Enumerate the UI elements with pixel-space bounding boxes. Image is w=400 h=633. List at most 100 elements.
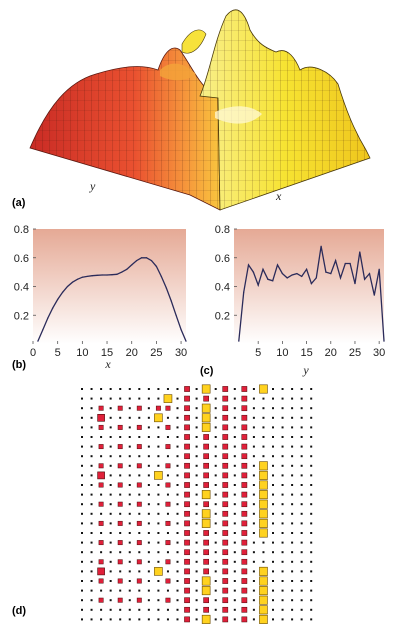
grid-dot [81,388,83,390]
red-cell [222,443,229,450]
red-cell [222,606,229,613]
grid-dot [252,570,255,573]
grid-dot [281,512,284,515]
red-cell [184,453,190,460]
grid-dot [128,484,131,486]
grid-dot [166,589,169,592]
grid-dot [300,608,303,611]
grid-dot [214,445,217,448]
grid-dot [195,493,198,496]
red-cell [222,395,229,402]
grid-dot [109,512,112,515]
red-cell [241,424,248,431]
grid-dot [157,580,160,582]
y-tick-label: 0.6 [14,253,29,265]
grid-dot [100,512,103,515]
grid-dot [233,512,236,515]
grid-dot [291,416,294,419]
grid-dot [310,589,313,592]
grid-dot [90,560,93,563]
grid-dot [281,618,284,621]
grid-dot [109,599,112,602]
grid-dot [310,618,313,621]
grid-dot [81,541,83,544]
grid-dot [81,416,83,419]
grid-dot [176,570,179,573]
red-cell [184,424,190,431]
panel-b-label: (b) [12,359,26,371]
red-cell [184,510,190,517]
grid-dot [157,512,160,515]
grid-dot [109,416,112,419]
red-cell [97,413,105,422]
red-cell [222,539,229,546]
grid-dot [310,484,313,486]
yellow-cell [201,614,211,624]
grid-dot [147,560,150,563]
grid-dot [109,436,112,438]
red-cell [184,462,190,469]
grid-dot [214,608,217,611]
red-cell [222,568,229,575]
grid-dot [147,445,150,448]
yellow-cell [259,461,268,471]
grid-dot [252,397,255,400]
red-cell [203,606,210,613]
grid-dot [109,397,112,400]
red-cell [241,578,248,584]
red-cell [222,501,229,508]
yellow-cell [259,499,268,509]
grid-dot [90,493,93,496]
grid-dot [109,608,112,611]
red-cell [184,395,190,402]
grid-dot [310,503,313,506]
red-cell [203,530,210,536]
x-tick-label: 10 [76,347,88,359]
grid-dot [128,580,131,582]
grid-dot [233,589,236,592]
grid-dot [272,416,274,419]
red-cell [241,539,248,546]
grid-dot [157,493,160,496]
grid-dot [214,618,217,621]
yellow-cell [201,384,211,394]
grid-dot [147,455,150,458]
grid-dot [310,397,313,400]
grid-dot [90,464,93,467]
red-cell [203,539,210,546]
red-cell [241,549,248,556]
grid-dot [262,426,265,429]
grid-dot [90,455,93,458]
grid-dot [157,522,160,525]
red-cell [98,482,104,488]
grid-dot [147,503,150,506]
grid-dot [233,407,236,410]
chart-b-plot-area [33,229,186,344]
grid-dot [128,522,131,525]
red-cell [184,606,190,613]
red-cell [165,501,171,507]
grid-dot [195,416,198,419]
grid-dot [128,512,131,515]
line-chart-b: 0.2 0.4 0.6 0.8 0 5 10 15 20 25 30 (b) x [12,224,187,371]
x-tick-label: 25 [150,347,162,359]
grid-dot [300,436,303,438]
grid-dot [291,455,294,458]
red-cell [241,597,248,604]
grid-dot [147,388,150,390]
red-cell [203,395,210,402]
grid-dot [300,484,303,486]
grid-dot [272,397,274,400]
red-cell [165,559,171,565]
grid-dot [300,426,303,429]
x-tick-label: 20 [126,347,138,359]
grid-dot [272,618,274,621]
grid-dot [262,416,265,419]
grid-dot [119,570,122,573]
surface-x-axis-label: x [275,189,282,203]
grid-dot [176,512,179,515]
grid-dot [128,532,131,534]
grid-dot [147,407,150,410]
grid-dot [252,484,255,486]
grid-dot [291,426,294,429]
